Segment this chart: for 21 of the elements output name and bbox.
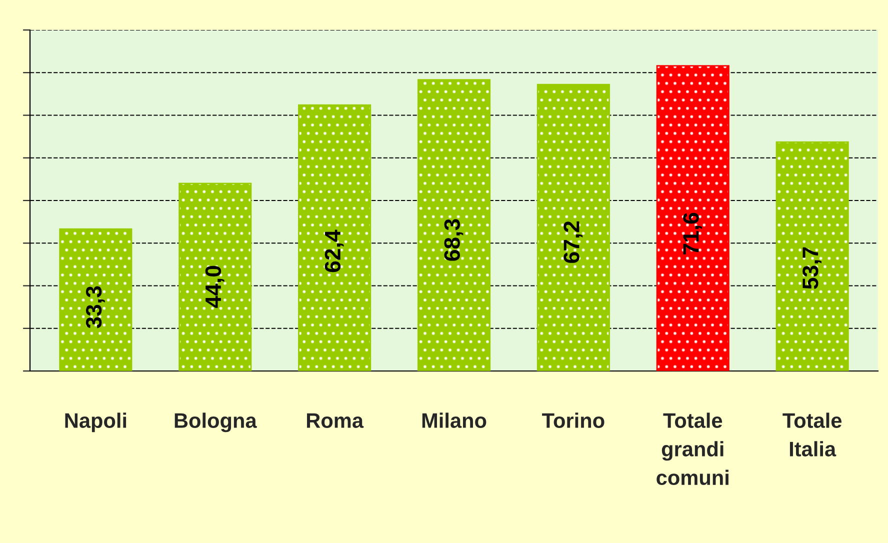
- x-tick-label: Totale Italia: [782, 412, 842, 456]
- bar: [298, 104, 372, 371]
- x-tick-label: Totale grandi comuni: [656, 412, 728, 486]
- data-label: 71,6: [683, 212, 702, 254]
- x-tick-label: Napoli: [65, 412, 126, 432]
- bar: [776, 141, 849, 371]
- bar: [536, 84, 610, 371]
- x-tick-label: Bologna: [174, 412, 257, 432]
- data-label: 53,7: [802, 247, 822, 289]
- bar: [178, 182, 252, 371]
- x-tick-label: Torino: [542, 412, 604, 428]
- bar: [59, 228, 132, 371]
- data-label: 67,2: [564, 221, 583, 263]
- data-label: 62,4: [324, 230, 344, 272]
- x-tick-label: Roma: [307, 413, 364, 428]
- data-label: 44,0: [205, 266, 224, 308]
- bar: [417, 79, 491, 371]
- data-label: 33,3: [86, 286, 105, 328]
- bar: [656, 65, 730, 371]
- x-tick-label: Milano: [422, 412, 486, 428]
- data-label: 68,3: [444, 219, 464, 261]
